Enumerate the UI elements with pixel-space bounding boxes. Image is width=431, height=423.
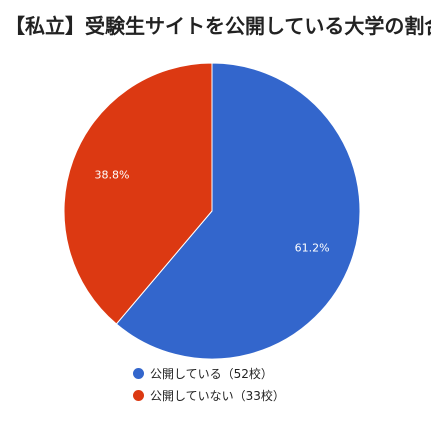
chart-title: 【私立】受験生サイトを公開している大学の割合	[5, 14, 431, 38]
legend-label-unpublished: 公開していない（33校）	[150, 389, 285, 403]
pie-label-published: 61.2%	[295, 242, 330, 255]
chart-legend: 公開している（52校） 公開していない（33校）	[133, 364, 285, 408]
pie-slices	[63, 62, 361, 360]
legend-swatch-published	[133, 368, 144, 379]
legend-item-published[interactable]: 公開している（52校）	[133, 364, 285, 383]
pie-slice-unpublished[interactable]	[63, 62, 213, 325]
legend-item-unpublished[interactable]: 公開していない（33校）	[133, 386, 285, 405]
pie-label-unpublished: 38.8%	[94, 168, 129, 181]
pie-slice-published[interactable]	[115, 62, 361, 360]
legend-label-published: 公開している（52校）	[150, 367, 273, 381]
pie-slice-labels: 61.2% 38.8%	[94, 168, 329, 254]
legend-swatch-unpublished	[133, 390, 144, 401]
